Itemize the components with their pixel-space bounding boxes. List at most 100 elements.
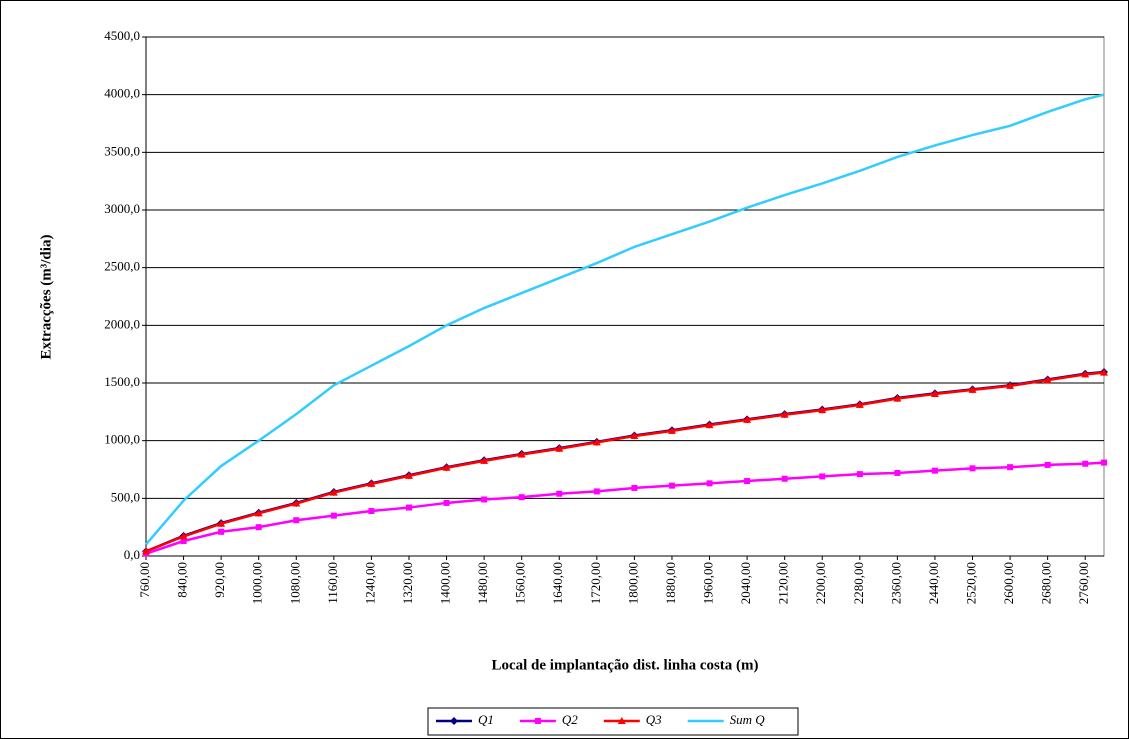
y-tick-label: 3500,0 [104, 143, 140, 158]
data-point [667, 426, 676, 434]
data-point [592, 438, 601, 446]
legend-marker [617, 717, 626, 724]
x-tick-label: 1240,00 [362, 562, 377, 604]
data-point [744, 478, 751, 485]
x-tick-label: 2040,00 [738, 562, 753, 604]
x-tick-label: 2680,00 [1039, 562, 1054, 604]
x-tick-label: 1480,00 [475, 562, 490, 604]
legend-label: Q1 [478, 712, 494, 727]
data-point [555, 444, 564, 452]
data-point [630, 432, 639, 440]
data-point [1100, 368, 1108, 376]
y-tick-label: 2500,0 [104, 259, 140, 274]
data-point [705, 421, 714, 429]
x-tick-label: 1320,00 [400, 562, 415, 604]
data-point [631, 484, 638, 491]
data-point [142, 547, 150, 555]
x-tick-label: 1560,00 [513, 562, 528, 604]
legend-label: Q2 [562, 712, 578, 727]
data-point [1007, 464, 1014, 471]
data-point [819, 473, 826, 480]
x-tick-label: 2200,00 [813, 562, 828, 604]
data-point [293, 517, 300, 524]
x-tick-label: 1960,00 [701, 562, 716, 604]
y-tick-label: 3000,0 [104, 201, 140, 216]
x-tick-label: 1080,00 [287, 562, 302, 604]
data-point [330, 512, 337, 519]
x-tick-label: 2360,00 [888, 562, 903, 604]
data-point [593, 488, 600, 495]
data-point [818, 406, 827, 414]
data-point [743, 415, 752, 423]
series-line [145, 93, 1105, 546]
data-point [217, 519, 226, 527]
data-point [556, 490, 563, 497]
data-point [517, 450, 526, 458]
plot-area [145, 36, 1105, 557]
x-tick-label: 1800,00 [625, 562, 640, 604]
y-axis-title: Extracções (m³/dia) [38, 235, 54, 360]
data-point [254, 509, 263, 517]
x-tick-label: 1640,00 [550, 562, 565, 604]
x-tick-label: 2440,00 [926, 562, 941, 604]
data-point [480, 456, 489, 464]
data-point [1082, 460, 1089, 467]
x-tick-label: 2760,00 [1076, 562, 1091, 604]
data-point [893, 394, 902, 402]
data-point [329, 488, 338, 496]
legend-label: Q3 [646, 712, 662, 727]
data-point [931, 467, 938, 474]
x-tick-label: 2280,00 [851, 562, 866, 604]
x-axis-title: Local de implantação dist. linha costa (… [491, 657, 758, 673]
y-tick-label: 1500,0 [104, 374, 140, 389]
data-point [405, 504, 412, 511]
x-tick-label: 1720,00 [588, 562, 603, 604]
data-point [856, 471, 863, 478]
x-tick-label: 1160,00 [325, 562, 340, 604]
data-point [780, 410, 789, 418]
data-point [781, 475, 788, 482]
y-tick-label: 2000,0 [104, 316, 140, 331]
x-tick-label: 840,00 [175, 562, 190, 598]
x-tick-label: 1400,00 [438, 562, 453, 604]
data-point [368, 508, 375, 515]
data-point [179, 532, 188, 540]
y-tick-label: 4000,0 [104, 86, 140, 101]
data-point [255, 524, 262, 531]
data-point [180, 538, 187, 545]
y-tick-label: 0,0 [124, 547, 140, 562]
data-point [968, 385, 977, 393]
data-point [367, 479, 376, 487]
y-tick-label: 500,0 [111, 489, 140, 504]
x-tick-label: 2520,00 [963, 562, 978, 604]
data-point [930, 389, 939, 397]
data-point [443, 499, 450, 506]
x-tick-label: 2600,00 [1001, 562, 1016, 604]
data-point [1101, 459, 1107, 466]
data-point [518, 494, 525, 501]
legend-label: Sum Q [730, 712, 766, 727]
data-point [1043, 376, 1052, 384]
data-point [894, 469, 901, 476]
x-tick-label: 920,00 [212, 562, 227, 598]
data-point [292, 499, 301, 507]
data-point [855, 400, 864, 408]
data-point [442, 463, 451, 471]
data-point [706, 480, 713, 487]
data-point [1006, 381, 1015, 389]
y-tick-label: 1000,0 [104, 432, 140, 447]
data-point [668, 482, 675, 489]
data-point [218, 528, 225, 535]
x-tick-label: 1880,00 [663, 562, 678, 604]
legend-marker [450, 717, 458, 725]
y-tick-label: 4500,0 [104, 28, 140, 43]
x-tick-label: 2120,00 [776, 562, 791, 604]
data-point [1044, 461, 1051, 468]
data-point [481, 496, 488, 503]
legend-marker [534, 718, 541, 724]
data-point [969, 465, 976, 472]
data-point [404, 471, 413, 479]
x-tick-label: 1000,00 [250, 562, 265, 604]
